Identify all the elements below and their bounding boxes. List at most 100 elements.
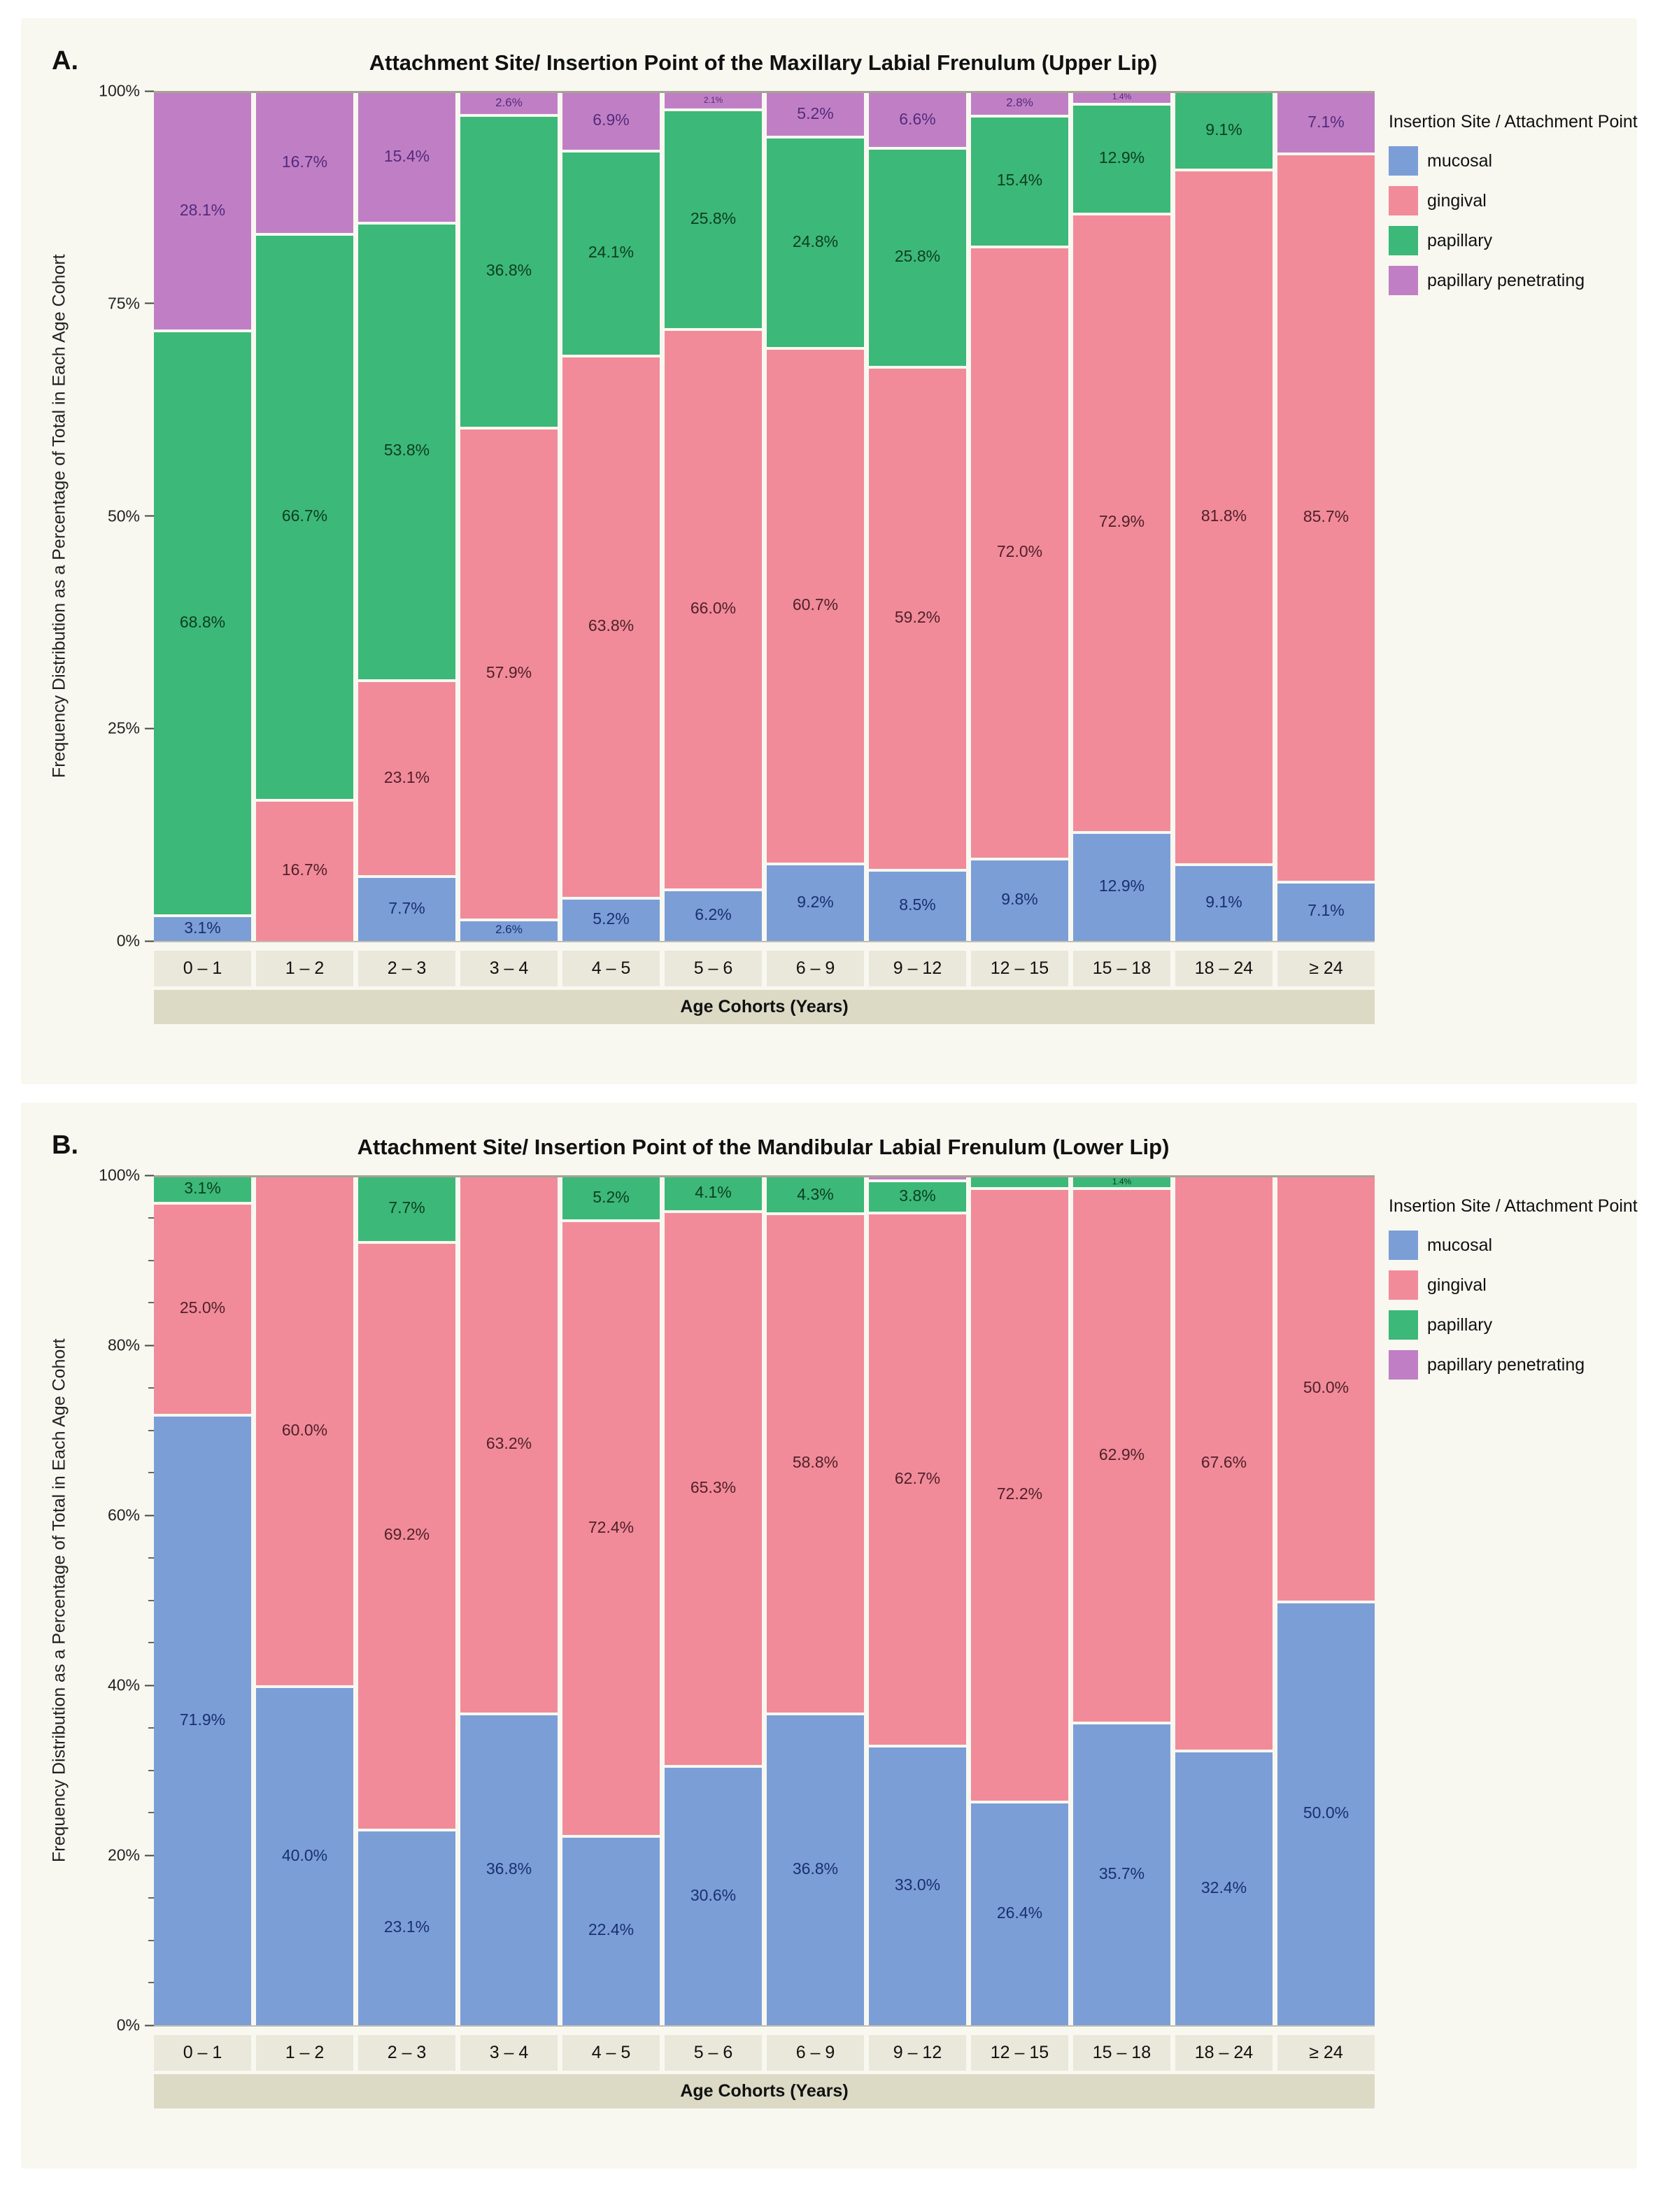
x-tick-label: 2 – 3 <box>358 2035 455 2071</box>
segment-papillary-penetrating: 1.4% <box>1073 91 1170 103</box>
y-tick-label: 100% <box>99 1166 154 1185</box>
segment-value-label: 12.9% <box>1098 148 1145 166</box>
y-tick-minor <box>148 1896 154 1899</box>
x-tick-label: 6 – 9 <box>767 951 864 986</box>
segment-papillary-penetrating <box>869 1175 966 1180</box>
segment-mucosal: 30.6% <box>665 1765 762 2025</box>
segment-value-label: 3.8% <box>899 1186 936 1205</box>
segment-value-label: 16.7% <box>281 152 328 171</box>
stacked-bar-9–12: 33.0% 62.7% 3.8% <box>869 1175 966 2025</box>
panel-a-header: A. Attachment Site/ Insertion Point of t… <box>39 45 1624 91</box>
x-tick-label: 12 – 15 <box>971 951 1068 986</box>
segment-value-label: 4.3% <box>797 1184 834 1203</box>
segment-value-label: 5.2% <box>797 104 834 123</box>
x-tick-label: 2 – 3 <box>358 951 455 986</box>
segment-papillary-penetrating: 6.9% <box>562 91 660 150</box>
stacked-bar-≥24: 50.0% 50.0% <box>1277 1175 1375 2025</box>
legend-item-mucosal: mucosal <box>1389 1231 1658 1260</box>
segment-value-label: 58.8% <box>792 1453 839 1472</box>
segment-mucosal: 33.0% <box>869 1745 966 2025</box>
segment-papillary: 4.3% <box>767 1176 864 1213</box>
segment-value-label: 1.4% <box>1112 1176 1132 1186</box>
segment-value-label: 6.6% <box>899 109 936 128</box>
segment-gingival: 85.7% <box>1277 152 1375 881</box>
segment-gingival: 72.2% <box>971 1187 1068 1801</box>
segment-value-label: 72.9% <box>1098 512 1145 531</box>
stacked-bar-4–5: 22.4% 72.4% 5.2% <box>562 1175 660 2025</box>
segment-gingival: 60.7% <box>767 346 864 863</box>
segment-value-label: 3.1% <box>184 1179 221 1198</box>
x-tick-label: 4 – 5 <box>562 2035 660 2071</box>
stacked-bar-6–9: 36.8% 58.8% 4.3% <box>767 1175 864 2025</box>
segment-value-label: 7.7% <box>388 898 425 917</box>
segment-papillary-penetrating: 28.1% <box>154 91 251 330</box>
segment-value-label: 71.9% <box>179 1710 226 1729</box>
segment-gingival: 72.4% <box>562 1219 660 1835</box>
segment-value-label: 63.8% <box>588 616 635 634</box>
panel-b-header: B. Attachment Site/ Insertion Point of t… <box>39 1129 1624 1175</box>
legend-swatch-icon <box>1389 266 1418 295</box>
stacked-bar-2–3: 7.7% 23.1% 53.8% 15.4% <box>358 91 455 941</box>
segment-gingival: 16.7% <box>256 799 353 941</box>
segment-mucosal: 40.0% <box>256 1685 353 2025</box>
segment-gingival: 63.2% <box>460 1175 558 1713</box>
segment-value-label: 63.2% <box>486 1434 532 1453</box>
segment-value-label: 8.5% <box>899 895 936 914</box>
segment-mucosal: 9.2% <box>767 863 864 941</box>
y-axis: 0% 25% 50% 75% 100% <box>80 82 154 950</box>
stacked-bar-1–2: 40.0% 60.0% <box>256 1175 353 2025</box>
segment-gingival: 25.0% <box>154 1201 251 1415</box>
legend-item-label: papillary penetrating <box>1427 270 1585 290</box>
y-tick-label: 0% <box>117 932 154 951</box>
segment-value-label: 7.1% <box>1308 112 1345 131</box>
segment-value-label: 85.7% <box>1303 506 1349 525</box>
segment-papillary: 12.9% <box>1073 102 1170 213</box>
y-tick-label: 25% <box>108 719 154 738</box>
segment-value-label: 35.7% <box>1098 1864 1145 1883</box>
segment-papillary: 5.2% <box>562 1175 660 1220</box>
segment-papillary-penetrating: 6.6% <box>869 91 966 148</box>
segment-papillary <box>971 1175 1068 1188</box>
x-tick-label: 6 – 9 <box>767 2035 864 2071</box>
x-tick-label: 3 – 4 <box>460 951 558 986</box>
y-axis-title: Frequency Distribution as a Percentage o… <box>49 254 69 778</box>
segment-value-label: 30.6% <box>690 1885 737 1904</box>
segment-gingival: 58.8% <box>767 1212 864 1713</box>
legend-swatch-icon <box>1389 146 1418 176</box>
segment-papillary: 9.1% <box>1175 91 1273 169</box>
segment-gingival: 50.0% <box>1277 1175 1375 1601</box>
panel-label: A. <box>52 46 78 76</box>
segment-papillary-penetrating: 2.6% <box>460 92 558 114</box>
legend-item-papillary-penetrating: papillary penetrating <box>1389 266 1658 295</box>
chart-area: Frequency Distribution as a Percentage o… <box>39 82 1638 1024</box>
legend-item-label: papillary penetrating <box>1427 1354 1585 1375</box>
segment-value-label: 25.8% <box>894 247 941 266</box>
segment-value-label: 36.8% <box>486 260 532 279</box>
segment-value-label: 72.0% <box>996 542 1043 561</box>
segment-papillary: 4.1% <box>665 1175 762 1210</box>
stacked-bar-5–6: 6.2% 66.0% 25.8% 2.1% <box>665 91 762 941</box>
segment-mucosal: 9.1% <box>1175 863 1273 941</box>
segment-value-label: 68.8% <box>179 612 226 631</box>
segment-gingival: 57.9% <box>460 426 558 919</box>
legend-title: Insertion Site / Attachment Point <box>1389 112 1638 132</box>
legend-item-gingival: gingival <box>1389 1270 1658 1300</box>
segment-mucosal: 6.2% <box>665 888 762 941</box>
stacked-bar-6–9: 9.2% 60.7% 24.8% 5.2% <box>767 91 864 941</box>
x-axis-title: Age Cohorts (Years) <box>154 990 1375 1024</box>
x-tick-label: 18 – 24 <box>1175 951 1273 986</box>
segment-papillary: 24.8% <box>767 136 864 347</box>
stacked-bar-18–24: 9.1% 81.8% 9.1% <box>1175 91 1273 941</box>
x-tick-label: 0 – 1 <box>154 951 251 986</box>
legend: Insertion Site / Attachment Point mucosa… <box>1375 91 1658 306</box>
segment-mucosal: 9.8% <box>971 857 1068 941</box>
stacked-bar-0–1: 3.1% 68.8% 28.1% <box>154 91 251 941</box>
segment-value-label: 15.4% <box>383 147 430 166</box>
panel-label: B. <box>52 1130 78 1160</box>
segment-mucosal: 12.9% <box>1073 831 1170 941</box>
segment-value-label: 24.1% <box>588 242 635 261</box>
plot-wrap: 71.9% 25.0% 3.1% 40.0% 60.0% 23.1% 69.2% 7.7% 36… <box>154 1175 1375 2108</box>
x-tick-label: 9 – 12 <box>869 2035 966 2071</box>
legend-swatch-icon <box>1389 186 1418 215</box>
